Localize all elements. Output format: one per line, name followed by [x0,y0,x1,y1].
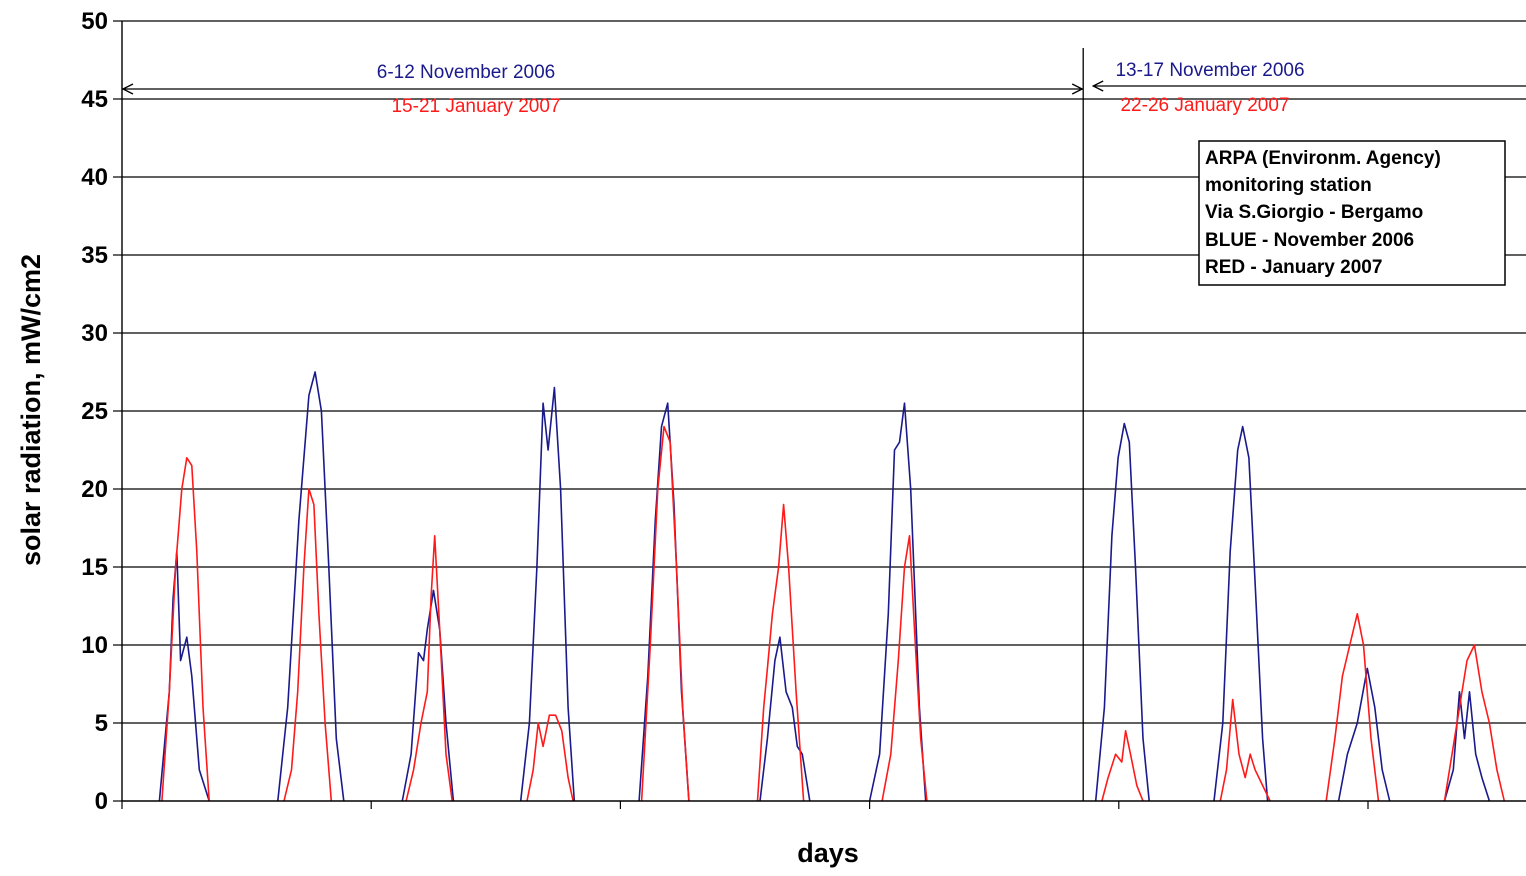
series-1-peak-5 [756,503,805,802]
series-1-peak-2 [405,534,453,802]
series-1-peak-1 [283,488,333,802]
series-1 [161,425,1506,802]
y-tick-label-35: 35 [81,242,108,269]
legend-line-5: RED - January 2007 [1205,257,1382,278]
series-1-peak-7 [1101,729,1144,802]
y-tick-label-45: 45 [81,86,108,113]
legend-line-4: BLUE - November 2006 [1205,230,1414,251]
series-1-peak-8 [1219,698,1271,802]
y-tick-label-40: 40 [81,164,108,191]
grid-layer [122,20,1526,724]
series-0-peak-2 [401,589,455,802]
legend-frame [1198,140,1506,286]
period-1-nov-label: 6-12 November 2006 [377,62,556,83]
legend-box: ARPA (Environm. Agency) monitoring stati… [1198,140,1506,286]
series-1-peak-3 [526,714,574,802]
series-layer [158,371,1506,802]
x-axis-title: days [797,838,859,868]
axes-layer: 0 5 10 15 20 25 30 35 40 45 50 [81,8,1526,815]
series-1-peak-10 [1443,644,1506,802]
series-0-peak-4 [638,402,690,802]
legend-line-3: Via S.Giorgio - Bergamo [1205,202,1423,223]
series-1-peak-6 [881,534,928,802]
series-0-peak-9 [1337,667,1391,802]
y-tick-label-25: 25 [81,398,108,425]
series-0-peak-3 [519,386,576,802]
series-0-peak-7 [1094,422,1150,802]
y-tick-label-30: 30 [81,320,108,347]
series-1-peak-9 [1325,612,1380,802]
series-0 [158,371,1491,802]
annotation-layer [121,48,1526,801]
period-2-nov-label: 13-17 November 2006 [1115,60,1304,81]
series-1-peak-0 [161,456,210,802]
period-1-arrow-left [121,83,134,95]
legend-line-1: ARPA (Environm. Agency) [1205,148,1441,169]
y-tick-label-0: 0 [95,788,108,815]
series-0-peak-6 [868,402,927,802]
series-0-peak-8 [1213,425,1269,802]
y-tick-label-15: 15 [81,554,108,581]
series-1-peak-4 [640,425,690,802]
y-axis-title: solar radiation, mW/cm2 [16,254,46,566]
y-tick-label-20: 20 [81,476,108,503]
period-2-jan-label: 22-26 January 2007 [1120,95,1289,116]
period-1-arrow-right [1071,83,1084,95]
period-1-jan-label: 15-21 January 2007 [391,96,560,117]
y-tick-label-10: 10 [81,632,108,659]
y-tick-label-50: 50 [81,8,108,35]
period-2-arrow-left [1091,80,1104,92]
y-tick-label-5: 5 [95,710,108,737]
series-0-peak-1 [277,371,345,802]
legend-line-2: monitoring station [1205,175,1372,196]
series-0-peak-10 [1443,690,1491,802]
